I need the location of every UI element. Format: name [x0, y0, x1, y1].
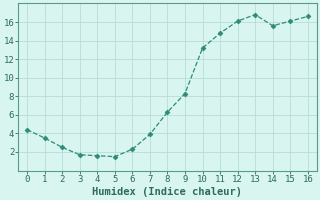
- X-axis label: Humidex (Indice chaleur): Humidex (Indice chaleur): [92, 186, 243, 197]
